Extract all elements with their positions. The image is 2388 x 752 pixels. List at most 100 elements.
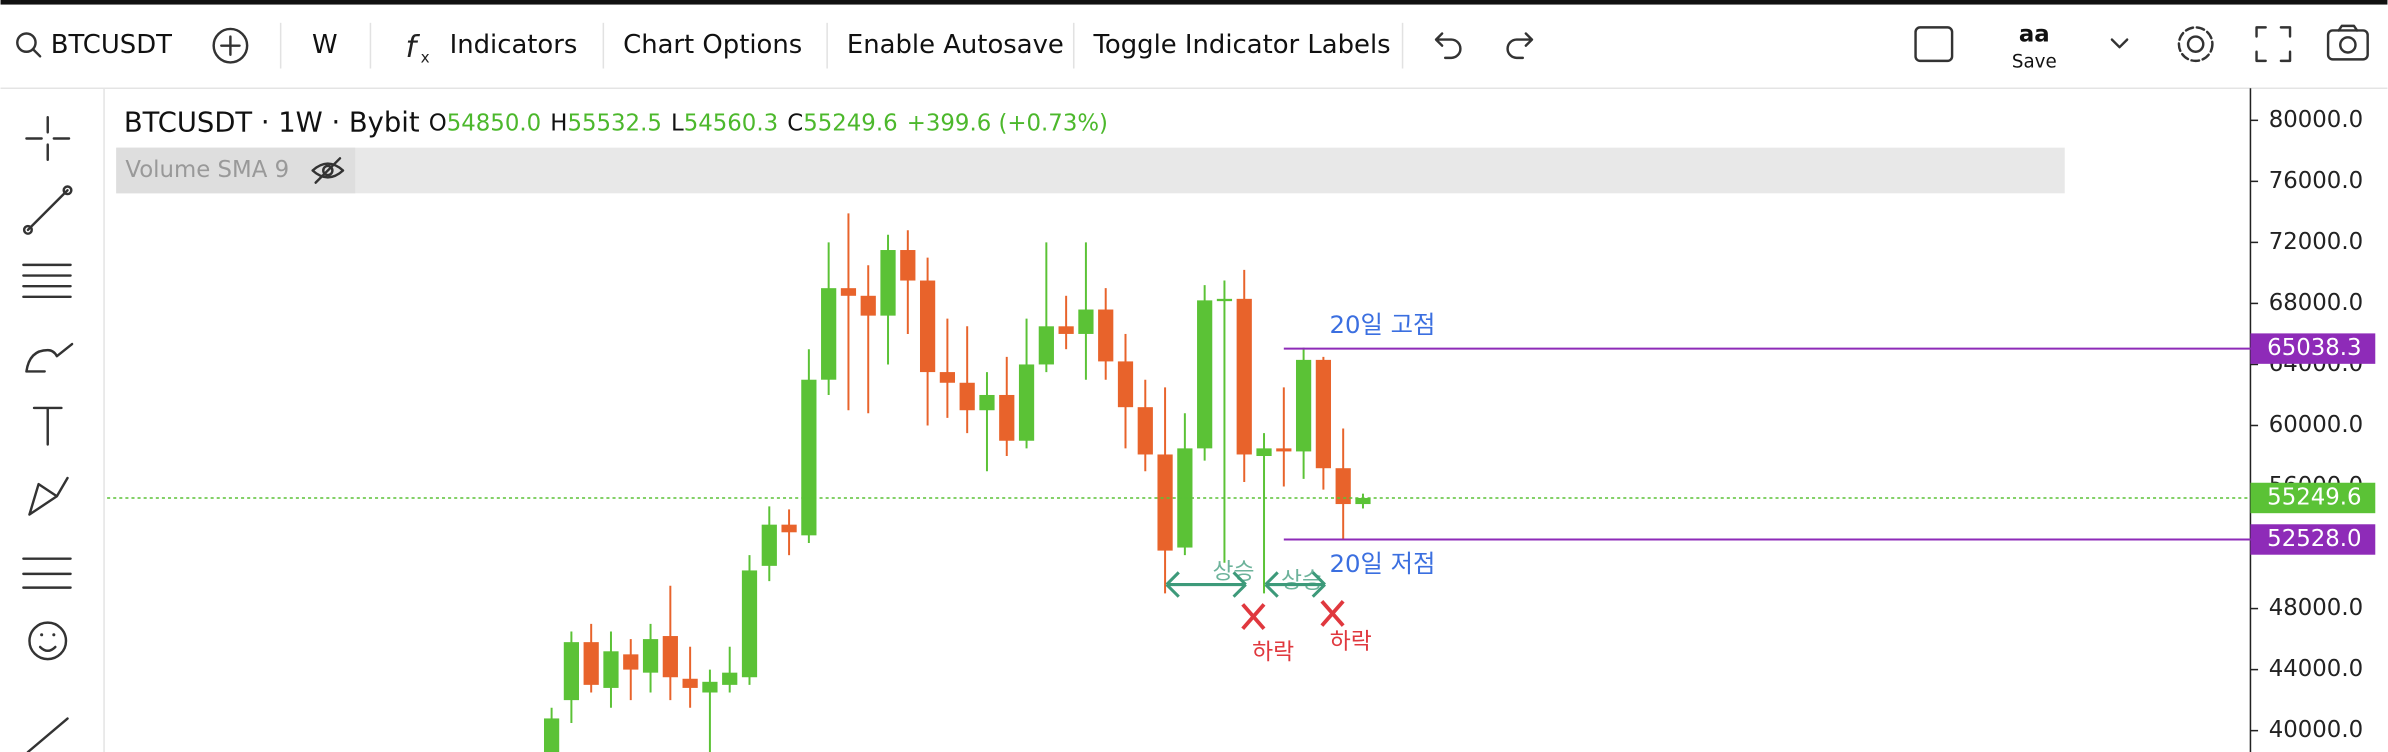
layout-button[interactable] <box>1914 26 1954 63</box>
plot: 40000.044000.048000.052000.056000.060000… <box>107 107 2376 752</box>
y-tick-label: 76000.0 <box>2269 168 2363 194</box>
y-tick-label: 60000.0 <box>2269 412 2363 438</box>
add-symbol[interactable] <box>212 27 249 64</box>
arrow <box>1165 571 1247 598</box>
candle-body <box>1216 298 1233 302</box>
price-label-box <box>2250 333 2376 364</box>
candle-body <box>1137 407 1153 455</box>
candle-body <box>543 718 560 752</box>
arrow <box>1264 571 1326 598</box>
candle-body <box>939 372 956 383</box>
y-tick-label: 48000.0 <box>2269 595 2363 621</box>
candle-body <box>781 524 797 533</box>
dropdown[interactable] <box>2110 38 2129 49</box>
candle-body <box>603 651 619 688</box>
candle-body <box>741 570 758 678</box>
y-tick-label: 72000.0 <box>2269 229 2363 255</box>
candle-body <box>722 672 738 685</box>
legend-value: 55532.5 <box>567 110 661 136</box>
redo[interactable] <box>1506 32 1534 60</box>
toolbar-button[interactable]: Toggle Indicator Labels <box>1093 30 1391 60</box>
toolbar-button[interactable]: Indicators <box>450 30 578 60</box>
indicator-chip[interactable] <box>116 147 356 194</box>
y-tick-label: 44000.0 <box>2269 656 2363 682</box>
legend-letter: H <box>550 110 567 136</box>
candle-body <box>583 642 599 685</box>
undo[interactable] <box>1434 32 1462 60</box>
candle-body <box>801 379 817 536</box>
candle-body <box>662 636 678 678</box>
candle-body <box>682 678 698 688</box>
candle-body <box>979 394 995 411</box>
save-label[interactable]: Save <box>2012 51 2057 72</box>
candle-body <box>999 394 1015 441</box>
legend-letter: O <box>429 110 447 136</box>
symbol-search[interactable]: BTCUSDT <box>16 30 172 60</box>
drawing-tools[interactable] <box>22 115 74 752</box>
legend-letter: L <box>671 110 684 136</box>
price-label: 52528.0 <box>2267 526 2361 552</box>
interval[interactable]: W <box>312 30 338 60</box>
candle-body <box>1038 326 1054 365</box>
hide-indicator[interactable] <box>311 157 345 184</box>
toolbar-button[interactable]: Chart Options <box>623 30 802 60</box>
candle-body <box>1236 298 1252 455</box>
candle-body <box>1078 309 1094 334</box>
toolbar-button[interactable]: Enable Autosave <box>847 30 1064 60</box>
candle-body <box>900 250 916 281</box>
svg-text:f: f <box>405 30 420 65</box>
x-mark <box>1241 603 1266 630</box>
candle-body <box>1355 497 1371 505</box>
font-button[interactable]: aa <box>2019 22 2050 48</box>
y-tick-label: 40000.0 <box>2269 717 2363 743</box>
candle-body <box>642 639 659 673</box>
legend-title: BTCUSDT · 1W · Bybit <box>124 107 420 138</box>
x-mark <box>1320 600 1345 627</box>
candle-body <box>1018 364 1035 441</box>
candle-body <box>959 382 975 411</box>
indicator-bar <box>116 147 2065 194</box>
svg-text:x: x <box>421 48 430 66</box>
candle-body <box>761 524 777 566</box>
candle-body <box>860 295 876 316</box>
annotation: 하락 <box>1252 640 1294 666</box>
candle-body <box>1098 309 1114 362</box>
candle-body <box>880 250 896 316</box>
y-tick-label: 80000.0 <box>2269 107 2363 133</box>
legend-letter: C <box>787 110 803 136</box>
annotation: 20일 고점 <box>1329 310 1435 339</box>
candle-body <box>1295 359 1312 452</box>
price-label: 55249.6 <box>2267 484 2361 510</box>
candle-body <box>1315 359 1332 469</box>
candle-body <box>623 654 639 670</box>
legend-change: +399.6 (+0.73%) <box>907 110 1108 136</box>
candle-body <box>821 288 837 380</box>
screenshot[interactable] <box>2326 24 2369 61</box>
legend: BTCUSDT · 1W · Bybit O54850.0 H55532.5 L545… <box>124 107 1108 138</box>
candle-body <box>1256 448 1272 457</box>
candle-body <box>1117 361 1134 408</box>
annotation: 20일 저점 <box>1329 549 1435 578</box>
symbol[interactable]: BTCUSDT <box>51 30 172 60</box>
indicator-name[interactable]: Volume SMA 9 <box>125 157 289 183</box>
fullscreen[interactable] <box>2255 26 2292 63</box>
settings[interactable] <box>2177 26 2214 63</box>
annotation: 하락 <box>1330 629 1372 655</box>
legend-value: 54560.3 <box>684 110 778 136</box>
candle-body <box>563 642 580 701</box>
candle-body <box>919 280 936 373</box>
candle-body <box>1157 454 1173 551</box>
candle-body <box>1197 300 1213 449</box>
candle-body <box>1276 448 1292 452</box>
candle-body <box>840 288 857 296</box>
top-border <box>0 0 2388 5</box>
annotation: 상승 <box>1213 559 1255 585</box>
candle-body <box>702 681 718 693</box>
legend-value: 54850.0 <box>447 110 541 136</box>
annotation: 상승 <box>1281 568 1323 594</box>
candle-body <box>1058 326 1074 334</box>
price-label-box <box>2250 482 2376 514</box>
